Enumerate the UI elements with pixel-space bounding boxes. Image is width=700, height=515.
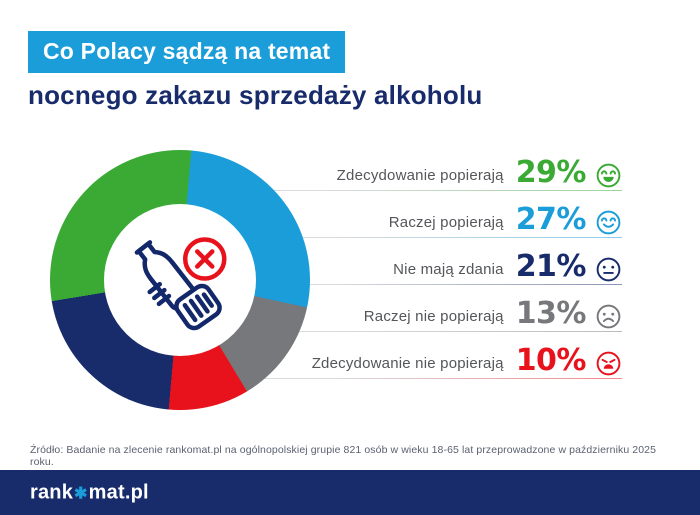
- logo-text-suffix: mat.pl: [88, 481, 149, 503]
- footer-bar: rank✱mat.pl: [0, 470, 700, 515]
- rankomat-logo: rank✱mat.pl: [30, 481, 149, 504]
- title-badge: Co Polacy sądzą na temat: [28, 31, 346, 73]
- title-badge-text: Co Polacy sądzą na temat: [43, 38, 331, 64]
- legend-row: Raczej nie popierają 13%: [95, 286, 622, 332]
- legend-label: Raczej popierają: [388, 214, 504, 231]
- page-title: nocnego zakazu sprzedaży alkoholu: [28, 80, 483, 110]
- leader-line: [95, 377, 622, 379]
- leader-line: [95, 236, 622, 238]
- legend-label: Nie mają zdania: [393, 261, 504, 278]
- angry-emoji: [595, 350, 622, 377]
- logo-text-prefix: rank: [30, 481, 74, 503]
- legend-row: Zdecydowanie nie popierają 10%: [95, 333, 622, 379]
- legend-label: Raczej nie popierają: [363, 308, 504, 325]
- legend-row: Raczej popierają 27%: [95, 192, 622, 238]
- legend-value: 21%: [515, 249, 587, 284]
- legend-value: 29%: [515, 155, 587, 190]
- leader-line: [95, 283, 622, 285]
- frown-emoji: [595, 303, 622, 330]
- grin-emoji: [595, 162, 622, 189]
- neutral-emoji: [595, 256, 622, 283]
- legend-value: 10%: [515, 343, 587, 378]
- legend-label: Zdecydowanie popierają: [336, 167, 504, 184]
- legend-row: Zdecydowanie popierają 29%: [95, 145, 622, 191]
- leader-line: [95, 189, 622, 191]
- donut-center: [104, 204, 256, 356]
- leader-line: [95, 330, 622, 332]
- source-note: Źródło: Badanie na zlecenie rankomat.pl …: [30, 444, 657, 468]
- legend-row: Nie mają zdania 21%: [95, 239, 622, 285]
- no-alcohol-icon: [134, 237, 227, 331]
- legend-value: 13%: [515, 296, 587, 331]
- legend-label: Zdecydowanie nie popierają: [311, 355, 504, 372]
- smile-emoji: [595, 209, 622, 236]
- star-icon: ✱: [74, 485, 88, 502]
- donut-chart: [50, 150, 310, 410]
- legend-value: 27%: [515, 202, 587, 237]
